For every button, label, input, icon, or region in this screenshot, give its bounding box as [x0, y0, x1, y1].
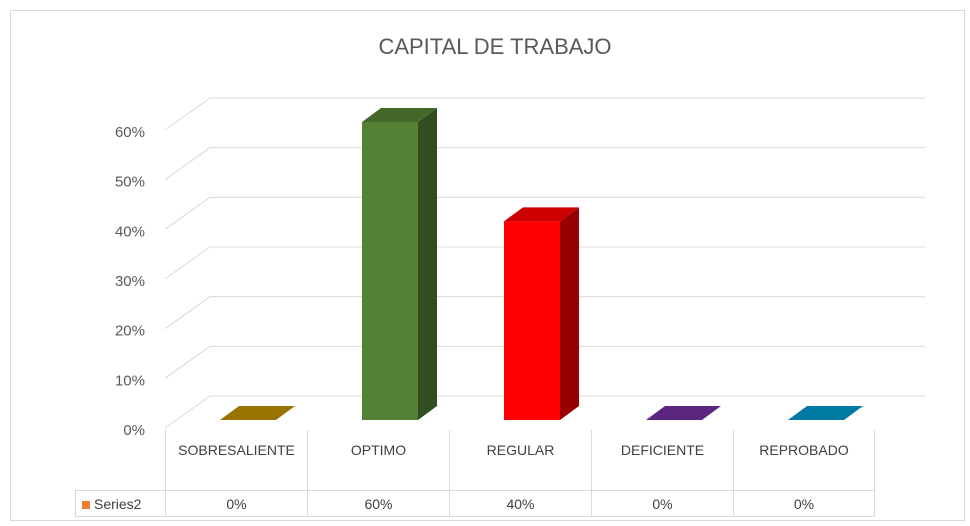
grid-line-side [164, 395, 211, 429]
grid-line-side [164, 345, 211, 379]
bar [646, 406, 721, 420]
bar-top [504, 207, 579, 222]
y-tick-label: 60% [115, 124, 145, 141]
grid-line-side [164, 147, 211, 181]
table-header: REGULAR [449, 430, 591, 490]
table-header: REPROBADO [733, 430, 875, 490]
table-value: 0% [165, 490, 307, 517]
y-tick-label: 10% [115, 372, 145, 389]
bar-front [362, 122, 418, 420]
bar-top [220, 406, 295, 420]
table-value: 60% [307, 490, 449, 517]
bar [504, 207, 579, 420]
bar-front [504, 221, 560, 420]
table-header: SOBRESALIENTE [165, 430, 307, 490]
y-tick-label: 40% [115, 223, 145, 240]
table-value: 0% [733, 490, 875, 517]
bar-top [788, 406, 863, 420]
table-header: DEFICIENTE [591, 430, 733, 490]
table-header: OPTIMO [307, 430, 449, 490]
bar-side [418, 108, 437, 420]
grid-line-side [164, 196, 211, 230]
grid-line-side [164, 296, 211, 330]
grid-line-side [164, 97, 211, 131]
table-value: 40% [449, 490, 591, 517]
y-tick-label: 0% [123, 422, 145, 439]
bar-top [362, 108, 437, 122]
legend-label: Series2 [94, 496, 142, 512]
bar [220, 406, 295, 420]
y-tick-label: 20% [115, 323, 145, 340]
grid-line-side [164, 246, 211, 280]
legend-swatch [82, 501, 90, 509]
legend-cell: Series2 [75, 490, 165, 517]
y-tick-label: 30% [115, 273, 145, 290]
bar-side [560, 207, 579, 420]
y-tick-label: 50% [115, 174, 145, 191]
bar [362, 108, 437, 420]
bar [788, 406, 863, 420]
bar-top [646, 406, 721, 420]
chart-border [10, 10, 965, 521]
chart-title: CAPITAL DE TRABAJO [378, 34, 611, 59]
table-value: 0% [591, 490, 733, 517]
